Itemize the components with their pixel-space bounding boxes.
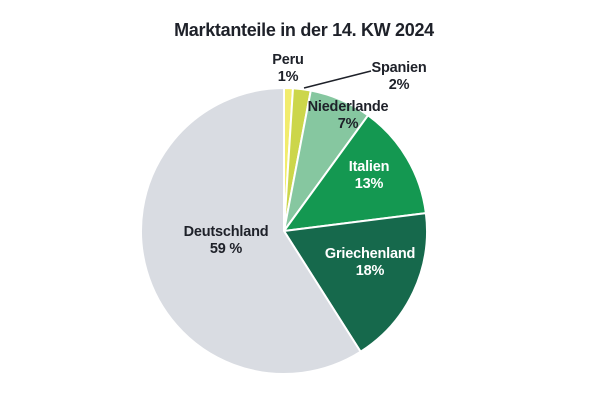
slice-label-spanien-name: Spanien [371, 60, 427, 76]
slice-label-niederlande-name: Niederlande [307, 99, 389, 115]
slice-label-deutschland-name: Deutschland [183, 224, 269, 240]
slice-label-griechenland-pct: 18% [355, 263, 385, 279]
slice-label-deutschland: Deutschland 59 % [184, 224, 269, 258]
slice-label-peru: Peru 1% [272, 52, 304, 86]
slice-label-italien-pct: 13% [354, 176, 384, 192]
slice-label-spanien: Spanien 2% [372, 60, 427, 94]
slice-label-italien-name: Italien [348, 159, 390, 175]
slice-label-deutschland-pct: 59 % [209, 241, 243, 257]
pie-slice-italien [283, 114, 427, 232]
slice-label-italien: Italien 13% [349, 159, 390, 193]
spanien-leader-line [303, 70, 372, 89]
slice-label-peru-pct: 1% [277, 69, 299, 85]
slice-label-peru-name: Peru [272, 52, 304, 68]
pie-slice-griechenland [283, 212, 428, 353]
pie-slices [140, 86, 428, 375]
chart-title: Marktanteile in der 14. KW 2024 [174, 20, 434, 40]
slice-label-niederlande: Niederlande 7% [308, 99, 389, 133]
slice-label-spanien-pct: 2% [388, 77, 410, 93]
pie-slice-deutschland [140, 87, 362, 375]
slice-label-griechenland-name: Griechenland [324, 246, 416, 262]
slice-label-griechenland: Griechenland 18% [325, 246, 415, 280]
slice-label-niederlande-pct: 7% [337, 116, 359, 132]
